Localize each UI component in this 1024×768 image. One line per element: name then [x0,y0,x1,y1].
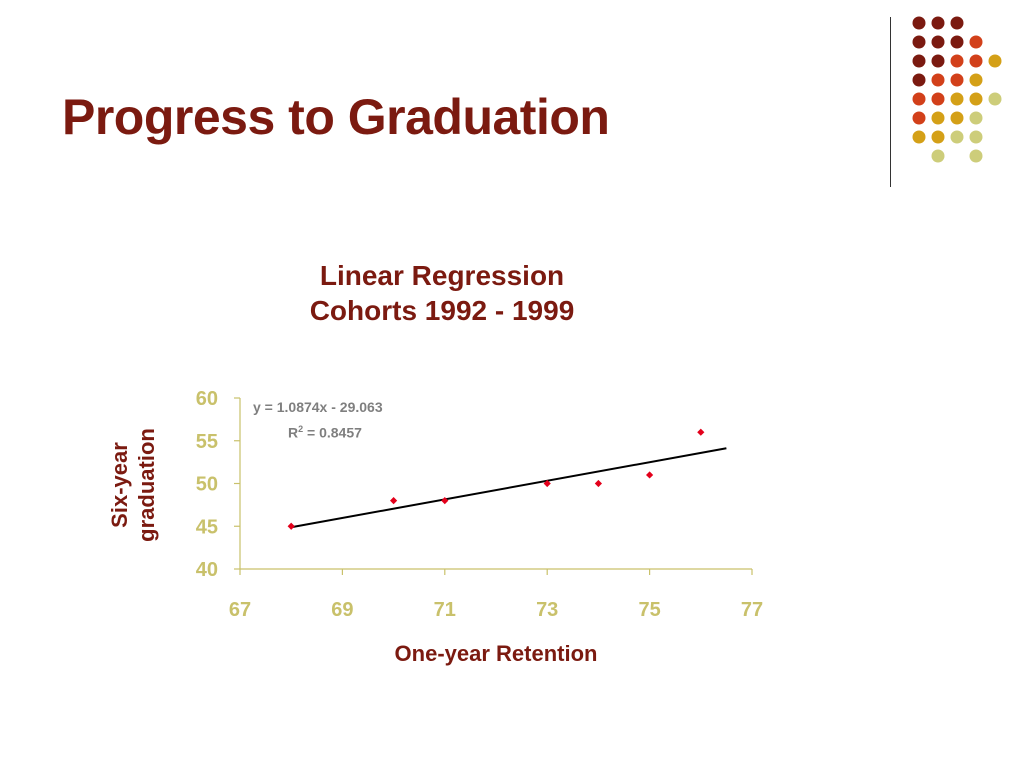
decorative-dot [931,54,945,68]
data-point [697,428,705,436]
data-point [543,479,551,488]
decorative-dot [931,111,945,125]
decorative-dot [950,73,964,87]
x-tick-label: 71 [434,599,456,621]
chart-subtitle: Cohorts 1992 - 1999 [309,295,575,326]
y-axis-title-line-1: Six-year [107,442,132,528]
decorative-dot [969,149,983,163]
slide-title: Progress to Graduation [62,89,610,145]
decorative-dot [912,54,926,68]
decorative-dot [912,16,926,30]
decorative-dot [950,35,964,49]
decorative-dot [950,16,964,30]
r-squared-value: = 0.8457 [303,424,362,441]
decorative-dot-grid [912,16,1002,163]
decorative-dot [931,149,945,163]
decorative-dot [912,130,926,144]
trendline-equation: y = 1.0874x - 29.063 [253,399,383,415]
decorative-dot [969,73,983,87]
decorative-dot [969,130,983,144]
data-point [646,471,654,479]
decorative-dot [969,35,983,49]
x-tick-label: 69 [331,599,353,621]
y-tick-label: 40 [196,559,218,581]
decorative-dot [912,73,926,87]
decorative-dot [969,54,983,68]
r-squared-superscript: 2 [298,424,304,434]
decorative-dot [950,92,964,106]
x-tick-label: 67 [229,599,251,621]
r-squared-symbol: R [288,424,299,441]
x-tick-label: 75 [638,599,660,621]
data-point [594,479,602,488]
trendline [291,447,727,529]
decorative-dot [931,130,945,144]
y-tick-label: 60 [196,388,218,410]
decorative-dot [988,92,1002,106]
y-tick-label: 45 [196,516,218,538]
x-axis-title: One-year Retention [394,641,598,666]
decorative-dot [950,130,964,144]
decorative-dot [969,92,983,106]
vertical-divider [890,17,891,187]
decorative-dot [931,73,945,87]
decorative-dot [931,16,945,30]
decorative-dot [931,35,945,49]
r-squared-label: R2 = 0.8457 [288,424,362,441]
x-tick-label: 73 [536,599,558,621]
decorative-dot [931,92,945,106]
x-tick-label: 77 [741,599,763,621]
data-point [390,497,398,505]
chart-title: Linear Regression [319,260,565,291]
y-tick-label: 55 [196,431,218,453]
decorative-dot [912,111,926,125]
decorative-dot [988,54,1002,68]
decorative-dot [950,54,964,68]
decorative-dot [912,35,926,49]
y-tick-label: 50 [196,474,218,496]
data-point [441,497,449,505]
decorative-dot [912,92,926,106]
decorative-dot [950,111,964,125]
chart-title-block: Linear Regression Cohorts 1992 - 1999 [200,258,684,328]
decorative-dot [969,111,983,125]
data-point [287,522,295,530]
y-axis-title-line-2: graduation [134,428,159,542]
